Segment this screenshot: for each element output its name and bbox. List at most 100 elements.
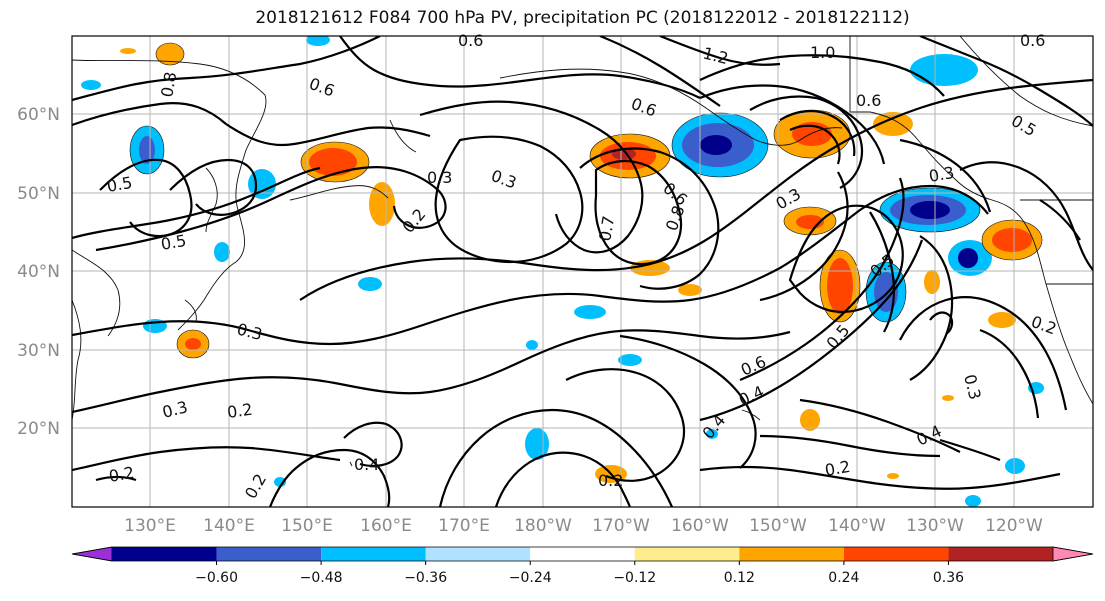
colorbar-extend-low bbox=[71, 546, 113, 562]
shade-blob bbox=[958, 248, 978, 268]
contour-labels: 0.6 1.2 1.0 0.8 0.6 0.6 0.5 0.6 0.6 0.5 … bbox=[105, 31, 1059, 502]
colorbar-ticks: −0.60 −0.48 −0.36 −0.24 −0.12 0.12 0.24 0.36 bbox=[195, 561, 964, 586]
shade-blob bbox=[706, 429, 718, 439]
shade-blob bbox=[1005, 458, 1025, 474]
contour-label: 0.6 bbox=[1020, 31, 1045, 50]
colorbar-segment bbox=[948, 547, 1053, 561]
colorbar-tick-label: −0.24 bbox=[509, 570, 552, 586]
shade-blob bbox=[873, 112, 913, 136]
shade-blob bbox=[81, 80, 101, 90]
plot-frame bbox=[71, 35, 1094, 508]
colorbar-segment bbox=[321, 547, 426, 561]
shade-blob bbox=[309, 148, 357, 176]
contour-label: 0.2 bbox=[107, 463, 135, 486]
shade-blob bbox=[910, 54, 978, 86]
lon-label: 160°E bbox=[360, 516, 412, 536]
lon-label: 130°E bbox=[124, 516, 176, 536]
coastlines bbox=[72, 36, 1093, 467]
contour-label: 0.8 bbox=[662, 203, 689, 233]
shade-blob bbox=[874, 272, 898, 312]
lon-label: 160°W bbox=[671, 516, 729, 536]
shade-blob bbox=[800, 409, 820, 431]
colorbar-tick-label: −0.48 bbox=[300, 570, 343, 586]
lon-label: 140°E bbox=[203, 516, 255, 536]
shade-blob bbox=[910, 201, 950, 219]
lon-label: 150°E bbox=[281, 516, 333, 536]
shade-blob bbox=[678, 284, 702, 296]
lat-label: 60°N bbox=[17, 105, 60, 125]
longitude-labels: 130°E 140°E 150°E 160°E 170°E 180°W 170°… bbox=[124, 516, 1043, 536]
colorbar-segment bbox=[739, 547, 844, 561]
chart-title: 2018121612 F084 700 hPa PV, precipitatio… bbox=[255, 8, 910, 28]
contour-label: 0.3 bbox=[960, 372, 985, 401]
latitude-labels: 60°N 50°N 40°N 30°N 20°N bbox=[17, 105, 60, 439]
colorbar: −0.60 −0.48 −0.36 −0.24 −0.12 0.12 0.24 0.36 bbox=[71, 546, 1094, 586]
contour-label: 0.7 bbox=[595, 214, 618, 242]
contour-label: 0.6 bbox=[307, 74, 337, 101]
shade-blob bbox=[924, 270, 940, 294]
colorbar-segments bbox=[71, 546, 1094, 562]
colorbar-tick-label: 0.24 bbox=[828, 570, 859, 586]
contour-label: 0.2 bbox=[823, 457, 851, 480]
shade-blob bbox=[306, 36, 330, 46]
lat-label: 20°N bbox=[17, 419, 60, 439]
contour-label: 1.2 bbox=[701, 43, 730, 68]
colorbar-extend-high bbox=[1052, 546, 1094, 562]
shade-blob bbox=[827, 258, 853, 314]
colorbar-segment bbox=[843, 547, 949, 561]
colorbar-tick-label: −0.60 bbox=[195, 570, 238, 586]
contour-label: 0.6 bbox=[738, 352, 769, 380]
shade-blob bbox=[942, 395, 954, 401]
shade-blob bbox=[992, 228, 1032, 252]
contour-label: 0.6 bbox=[458, 31, 483, 50]
contour-label: 0.6 bbox=[856, 91, 881, 110]
contour-label: 0.5 bbox=[105, 173, 133, 196]
contour-label: 0.2 bbox=[598, 471, 623, 490]
shade-blob bbox=[274, 477, 286, 487]
contour-label: 0.6 bbox=[659, 179, 691, 210]
contour-label: 0.2 bbox=[399, 205, 430, 237]
contour-label: 0.3 bbox=[235, 319, 264, 344]
shade-blob bbox=[139, 136, 155, 164]
lat-label: 50°N bbox=[17, 184, 60, 204]
lon-label: 150°W bbox=[749, 516, 807, 536]
shade-blob bbox=[700, 135, 732, 155]
contour-label: 0.3 bbox=[427, 168, 452, 187]
contour-label: 0.3 bbox=[927, 163, 955, 186]
lon-label: 140°W bbox=[828, 516, 886, 536]
contour-label: 0.2 bbox=[226, 400, 254, 422]
contour-label: 1.0 bbox=[810, 43, 835, 62]
colorbar-outline bbox=[71, 546, 1094, 562]
lon-label: 170°E bbox=[438, 516, 490, 536]
colorbar-segment bbox=[425, 547, 531, 561]
shade-blob bbox=[618, 354, 642, 366]
contour-label: 0.3 bbox=[160, 397, 189, 422]
shade-blob bbox=[887, 473, 899, 479]
contour-label: 0.3 bbox=[489, 166, 519, 193]
contour-label: 0.5 bbox=[1008, 111, 1040, 140]
colorbar-segment bbox=[112, 547, 217, 561]
colorbar-tick-label: 0.12 bbox=[724, 570, 755, 586]
colorbar-segment bbox=[216, 547, 322, 561]
colorbar-segment bbox=[634, 547, 740, 561]
shade-blob bbox=[120, 48, 136, 54]
contour-label: 0.6 bbox=[629, 94, 659, 121]
pv-contours bbox=[72, 36, 1093, 507]
lon-label: 170°W bbox=[592, 516, 650, 536]
contour-label: 0.4 bbox=[354, 455, 379, 474]
graticule bbox=[72, 36, 1093, 507]
shade-blob bbox=[185, 338, 201, 350]
contour-label: 0.4 bbox=[913, 421, 944, 449]
shade-blob bbox=[369, 182, 395, 226]
lat-label: 40°N bbox=[17, 262, 60, 282]
shade-blob bbox=[574, 305, 606, 319]
colorbar-segment bbox=[530, 547, 635, 561]
shade-blob bbox=[965, 495, 981, 507]
shade-blob bbox=[526, 340, 538, 350]
lon-label: 130°W bbox=[906, 516, 964, 536]
contour-label: 0.5 bbox=[823, 321, 854, 353]
shade-blob bbox=[214, 242, 230, 262]
lon-label: 180°W bbox=[514, 516, 572, 536]
shade-blob bbox=[988, 312, 1016, 328]
